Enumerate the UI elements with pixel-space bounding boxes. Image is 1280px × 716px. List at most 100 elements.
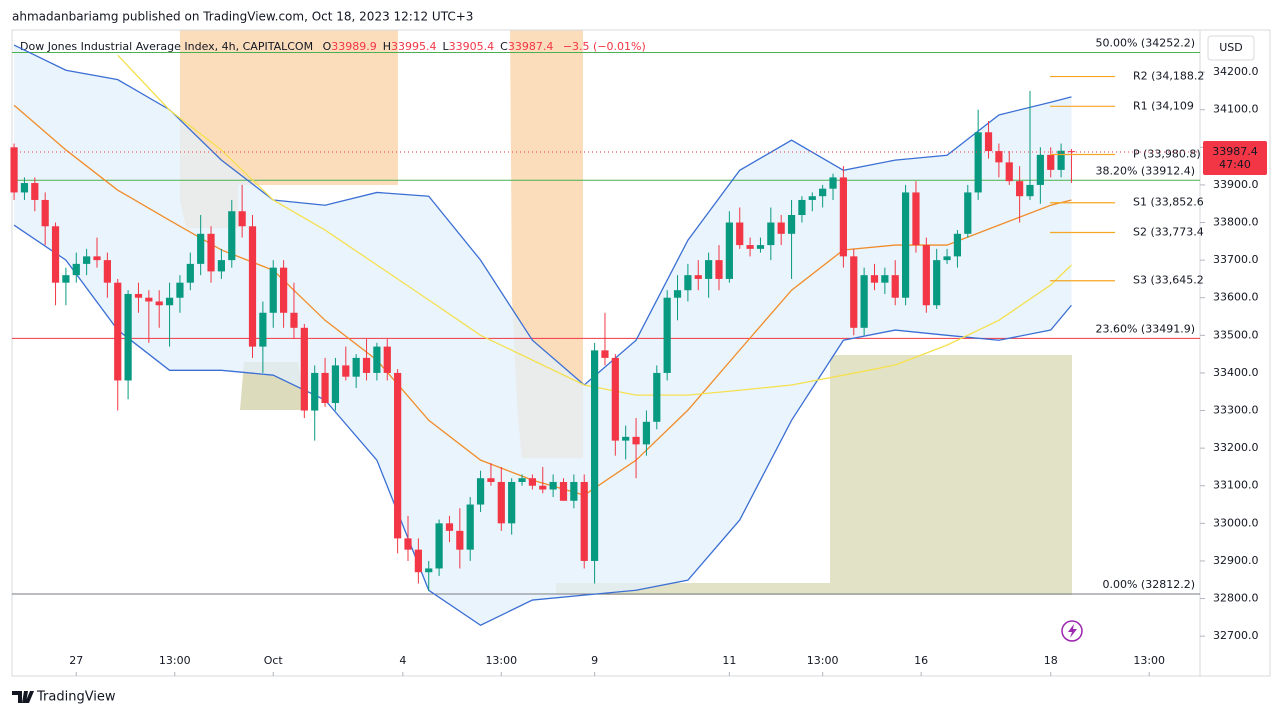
y-tick-label: 34200.0 [1213,65,1259,78]
x-tick-label: 16 [914,654,928,667]
candle-body [145,297,153,302]
ohlc-key: H [383,40,391,53]
candle-body [508,481,516,524]
candle-body [528,478,536,486]
indicator-line [13,224,1072,626]
candle-body [953,233,962,257]
candle-body [736,222,744,246]
candle-body [611,357,619,441]
pivot-label: S3 (33,645.2 [1133,274,1204,287]
candle-body [705,260,713,279]
candle-body [746,245,754,249]
indicator-line [13,104,1072,496]
pivot-label: S2 (33,773.4 [1133,226,1204,239]
band-fill [14,45,1072,626]
candle-body [197,233,205,264]
y-tick-label: 32900.0 [1213,554,1259,567]
candle-body [518,478,526,482]
pivot-label: S1 (33,852.6 [1133,196,1204,209]
candle-body [124,293,132,381]
candle-body [1016,181,1024,197]
chart-frame [11,29,1271,677]
candle-body [62,275,70,283]
candle-body [269,267,277,313]
y-tick-label: 32700.0 [1213,629,1259,642]
candle-body [394,372,402,539]
candle-body [217,260,226,272]
candle-body [663,297,671,373]
candle-body [1026,184,1034,197]
candle-body [1067,151,1076,153]
x-tick-label: 9 [591,654,598,667]
candle-body [259,312,267,347]
currency: USD [1219,41,1243,54]
candle-body [601,350,609,358]
footer-logo [12,691,34,703]
candle-body [311,372,319,411]
candle-body [1005,162,1013,182]
candle-body [539,485,547,490]
indicator-line [13,44,1072,386]
y-tick-label: 33500.0 [1213,328,1259,341]
price-box [1203,141,1267,176]
candle-body [51,226,60,283]
candle-body [860,275,868,328]
candle-body [850,256,858,328]
candle-body [41,199,49,227]
candle-body [933,260,941,306]
candle-body [321,372,329,404]
alert-bolt [1068,624,1077,638]
ohlc-key: L [443,40,450,53]
candle-body [777,222,785,234]
candle-body [1036,154,1044,185]
candle-body [72,263,80,276]
candle-body [870,275,879,283]
candle-body [881,275,889,283]
candle-body [165,297,174,306]
y-tick-label: 33800.0 [1213,216,1259,229]
candle-body [176,282,184,298]
y-tick-label: 33200.0 [1213,441,1259,454]
fib-label: 50.00% (34252.2) [1095,36,1195,49]
candle-body [342,365,350,377]
y-tick-label: 33400.0 [1213,366,1259,379]
ohlc-value: 33987.4 [508,40,554,53]
y-tick-label: 34100.0 [1213,103,1259,116]
candle-body [787,215,796,234]
x-tick-label: 13:00 [1133,654,1165,667]
symbol-legend: Dow Jones Industrial Average Index, 4h, … [20,40,646,53]
candle-body [580,481,588,561]
candle-body [839,177,847,257]
currency-button[interactable] [1207,35,1255,61]
candle-body [83,256,91,264]
candle-body [414,549,422,573]
candle-body [964,192,972,234]
y-tick-label: 33600.0 [1213,291,1259,304]
candle-body [300,327,308,411]
candle-body [632,436,640,445]
plot-area [14,30,1072,626]
candle-body [622,436,630,441]
candle-body [248,226,257,347]
candle-body [549,481,557,490]
candle-body [445,523,454,531]
candle-body [487,478,495,482]
candle-body [383,346,391,373]
publisher: ahmadanbariamg published on TradingView.… [12,10,473,24]
y-tick-label: 33100.0 [1213,479,1259,492]
candle-body [373,346,381,373]
candle-body [725,222,733,279]
candle-body [808,196,816,200]
countdown: 47:40 [1219,158,1251,171]
candle-body [974,132,982,193]
fib-label: 23.60% (33491.9) [1095,322,1195,335]
candle-body [425,568,433,573]
candle-body [995,151,1003,163]
candle-body [829,177,837,189]
x-tick-label: 4 [399,654,406,667]
candle-body [20,183,29,193]
x-tick-label: 13:00 [485,654,517,667]
candle-body [694,275,702,279]
candle-body [756,245,765,249]
y-tick-label: 33700.0 [1213,253,1259,266]
